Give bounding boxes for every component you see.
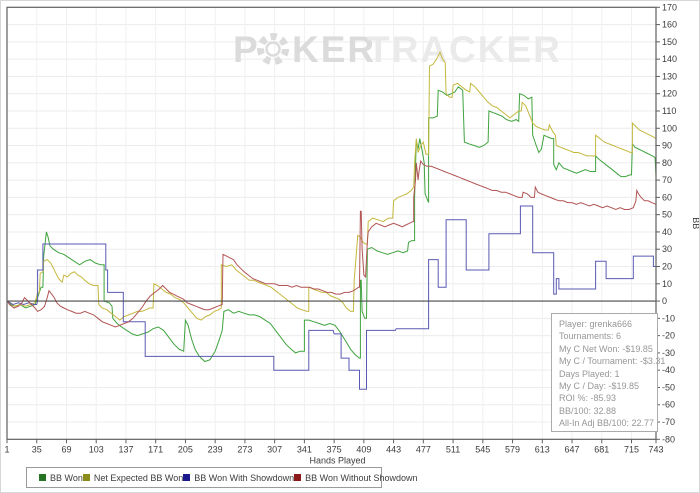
y-tick-label: -20: [662, 331, 675, 341]
x-tick-label: 681: [594, 444, 609, 454]
x-tick-label: 715: [624, 444, 639, 454]
y-tick-label: 90: [662, 141, 672, 151]
chip-ring: [257, 33, 289, 65]
x-tick-label: 171: [148, 444, 163, 454]
stat-line: My C Net Won: -$19.85: [559, 343, 653, 354]
y-tick-label: -50: [662, 382, 675, 392]
y-tick-label: -40: [662, 365, 675, 375]
x-tick-label: 239: [208, 444, 223, 454]
axes: 1701601501401301201101009080706050403020…: [4, 2, 700, 465]
stat-line: Days Played: 1: [559, 368, 620, 379]
y-axis-title: BB: [691, 217, 700, 229]
session-stats-panel: Player: grenka666 Tournaments: 6 My C Net …: [551, 313, 666, 432]
legend-swatch-icon: [82, 474, 90, 481]
x-tick-label: 375: [327, 444, 342, 454]
y-tick-label: -60: [662, 400, 675, 410]
legend-item: BB Won Without Showdown: [294, 472, 418, 483]
series-line-bb-won: [6, 86, 657, 363]
stat-line: All-In Adj BB/100: 22.77: [559, 418, 655, 429]
y-tick-label: 30: [662, 244, 672, 254]
series-line-bb-won-with-showdown: [6, 205, 656, 390]
x-tick-label: 69: [61, 444, 71, 454]
y-tick-label: 120: [662, 89, 677, 99]
legend-label: BB Won: [50, 472, 83, 483]
legend-item: BB Won With Showdown: [183, 473, 294, 483]
legend-swatch-icon: [39, 474, 46, 481]
x-tick-label: 613: [535, 444, 550, 454]
y-tick-label: -70: [662, 417, 675, 427]
y-tick-label: 80: [662, 158, 672, 168]
legend-swatch-icon: [294, 474, 302, 481]
x-tick-label: 409: [356, 444, 371, 454]
y-tick-label: -80: [662, 434, 675, 444]
y-tick-label: 100: [662, 123, 677, 133]
x-tick-label: 579: [505, 444, 520, 454]
watermark-tracker-text: TRACKER: [367, 29, 562, 70]
legend-label: Net Expected BB Won: [93, 472, 184, 483]
x-tick-label: 137: [118, 444, 133, 454]
poker-chip-icon: [257, 33, 289, 65]
y-tick-label: 60: [662, 192, 672, 202]
legend-item: Net Expected BB Won: [82, 472, 184, 483]
x-tick-label: 205: [178, 444, 193, 454]
x-tick-label: 103: [89, 444, 104, 454]
y-tick-label: 140: [662, 54, 677, 64]
y-tick-label: 70: [662, 175, 672, 185]
stat-line: Player: grenka666: [559, 319, 633, 329]
y-tick-label: 150: [662, 37, 677, 47]
x-tick-label: 545: [475, 444, 490, 454]
stat-line: ROI %: -85.93: [559, 393, 617, 404]
y-tick-label: 170: [662, 2, 677, 12]
x-tick-label: 273: [237, 444, 252, 454]
y-tick-label: -30: [662, 348, 675, 358]
y-tick-label: 10: [662, 279, 672, 289]
y-tick-label: 160: [662, 20, 677, 30]
y-tick-label: -10: [662, 313, 675, 323]
x-tick-label: 35: [32, 444, 42, 454]
y-tick-label: 0: [662, 296, 667, 306]
x-tick-label: 1: [4, 444, 9, 454]
y-tick-label: 50: [662, 210, 672, 220]
watermark-ker-text: KER: [292, 29, 376, 70]
chart-legend: BB Won Net Expected BB Won BB Won With Sho…: [26, 467, 418, 488]
stat-line: My C / Tournament: -$3.31: [559, 356, 666, 367]
series-line-bb-won-without-showdown: [6, 159, 657, 328]
stat-line: Tournaments: 6: [559, 331, 622, 342]
x-tick-label: 647: [565, 444, 580, 454]
x-tick-label: 743: [648, 444, 663, 454]
y-tick-label: 40: [662, 227, 672, 237]
series-line-net-expected-bb-won: [6, 50, 657, 321]
x-tick-label: 307: [267, 444, 282, 454]
legend-label: BB Won With Showdown: [194, 472, 295, 483]
chip-center: [265, 41, 281, 57]
y-tick-label: 130: [662, 71, 677, 81]
x-tick-label: 443: [386, 444, 401, 454]
x-tick-label: 477: [416, 444, 431, 454]
session-stats-list: Player: grenka666 Tournaments: 6 My C Net …: [559, 318, 666, 430]
chart-series-lines: [6, 50, 657, 390]
legend-swatch-icon: [183, 474, 191, 481]
x-tick-label: 511: [446, 444, 460, 454]
y-tick-label: 110: [662, 106, 676, 116]
plot-border: [6, 6, 657, 440]
gridlines: [7, 7, 656, 440]
stat-line: My C / Day: -$19.85: [559, 381, 640, 392]
x-axis-title: Hands Played: [309, 455, 365, 465]
y-tick-label: 20: [662, 262, 672, 272]
legend-item: BB Won: [39, 473, 83, 483]
legend-label: BB Won Without Showdown: [305, 472, 418, 483]
watermark-poker-text: P: [233, 29, 260, 70]
x-tick-label: 341: [297, 444, 312, 454]
stat-line: BB/100: 32.88: [559, 405, 617, 416]
